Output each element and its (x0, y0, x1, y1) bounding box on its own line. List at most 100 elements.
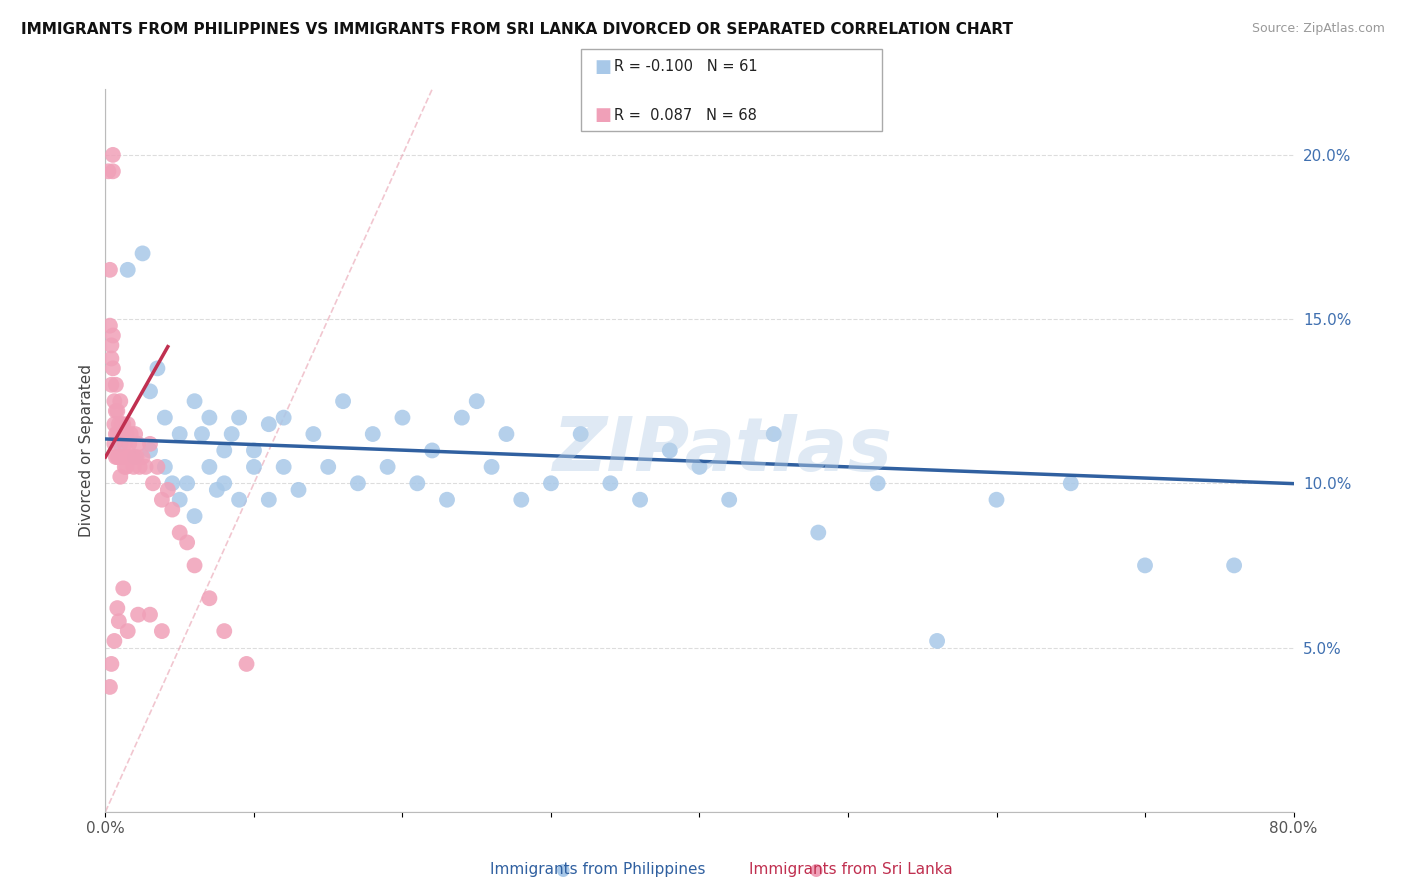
Point (135, 459, 157, 474)
Point (121, 450, 143, 464)
Point (302, 427, 325, 442)
Point (176, 535, 198, 549)
Point (110, 437, 132, 451)
Point (150, 624, 173, 639)
Point (361, 427, 384, 442)
Point (481, 459, 503, 474)
Point (198, 459, 221, 474)
Point (101, 328, 124, 343)
Point (112, 450, 135, 464)
Point (150, 492, 173, 507)
Point (105, 427, 128, 442)
Point (98, 262, 121, 277)
Point (235, 657, 257, 671)
Point (273, 410, 295, 425)
Point (569, 427, 592, 442)
Point (125, 450, 148, 464)
Point (1133, 558, 1156, 573)
Point (214, 476, 236, 491)
Point (257, 492, 280, 507)
Point (927, 634, 949, 648)
Point (139, 607, 162, 622)
Point (115, 459, 138, 474)
Point (169, 492, 191, 507)
Point (139, 384, 162, 399)
Point (117, 450, 139, 464)
Point (101, 148, 124, 162)
Point (112, 417, 135, 432)
Point (257, 417, 280, 432)
Point (104, 404, 127, 418)
Point (420, 443, 443, 458)
Y-axis label: Divorced or Separated: Divorced or Separated (79, 364, 94, 537)
Point (122, 459, 145, 474)
Text: ●: ● (808, 861, 823, 879)
Point (436, 492, 458, 507)
Point (117, 262, 139, 277)
Point (117, 417, 139, 432)
Point (104, 427, 127, 442)
Point (718, 492, 741, 507)
Point (111, 417, 134, 432)
Point (228, 410, 250, 425)
Text: Immigrants from Philippines: Immigrants from Philippines (489, 863, 706, 877)
Point (198, 410, 221, 425)
Point (108, 417, 131, 432)
Point (214, 624, 236, 639)
Point (243, 443, 266, 458)
Point (332, 394, 354, 409)
Point (465, 394, 488, 409)
Point (98, 318, 121, 333)
Point (139, 443, 162, 458)
Point (599, 476, 621, 491)
Point (169, 525, 191, 540)
Point (1223, 558, 1246, 573)
Point (101, 164, 124, 178)
Point (142, 476, 165, 491)
Text: R = -0.100   N = 61: R = -0.100 N = 61 (614, 60, 758, 74)
Point (377, 459, 399, 474)
Point (108, 614, 131, 628)
Point (153, 410, 176, 425)
Point (658, 443, 681, 458)
Point (156, 483, 179, 497)
Point (689, 459, 711, 474)
Point (120, 427, 142, 442)
Point (103, 417, 125, 432)
Point (118, 437, 141, 451)
Point (111, 450, 134, 464)
Point (110, 394, 132, 409)
Point (495, 427, 517, 442)
Point (110, 427, 132, 442)
Point (540, 476, 562, 491)
Text: ■: ■ (595, 106, 612, 124)
Point (110, 469, 132, 483)
Point (124, 427, 146, 442)
Point (221, 427, 243, 442)
Point (112, 582, 135, 596)
Point (103, 394, 125, 409)
Point (176, 476, 198, 491)
Point (162, 476, 184, 491)
Point (105, 404, 128, 418)
Point (807, 525, 830, 540)
Point (103, 437, 125, 451)
Point (316, 459, 339, 474)
Point (139, 437, 162, 451)
Point (110, 450, 132, 464)
Point (103, 634, 125, 648)
Text: R =  0.087   N = 68: R = 0.087 N = 68 (614, 108, 758, 122)
Point (100, 657, 122, 671)
Point (146, 459, 169, 474)
Point (131, 246, 153, 260)
Point (146, 361, 169, 376)
Point (124, 450, 146, 464)
Point (127, 607, 149, 622)
Point (450, 410, 472, 425)
Point (183, 509, 205, 524)
Point (628, 492, 651, 507)
Point (986, 492, 1008, 507)
Text: Immigrants from Sri Lanka: Immigrants from Sri Lanka (749, 863, 952, 877)
Point (391, 410, 413, 425)
Point (347, 476, 370, 491)
